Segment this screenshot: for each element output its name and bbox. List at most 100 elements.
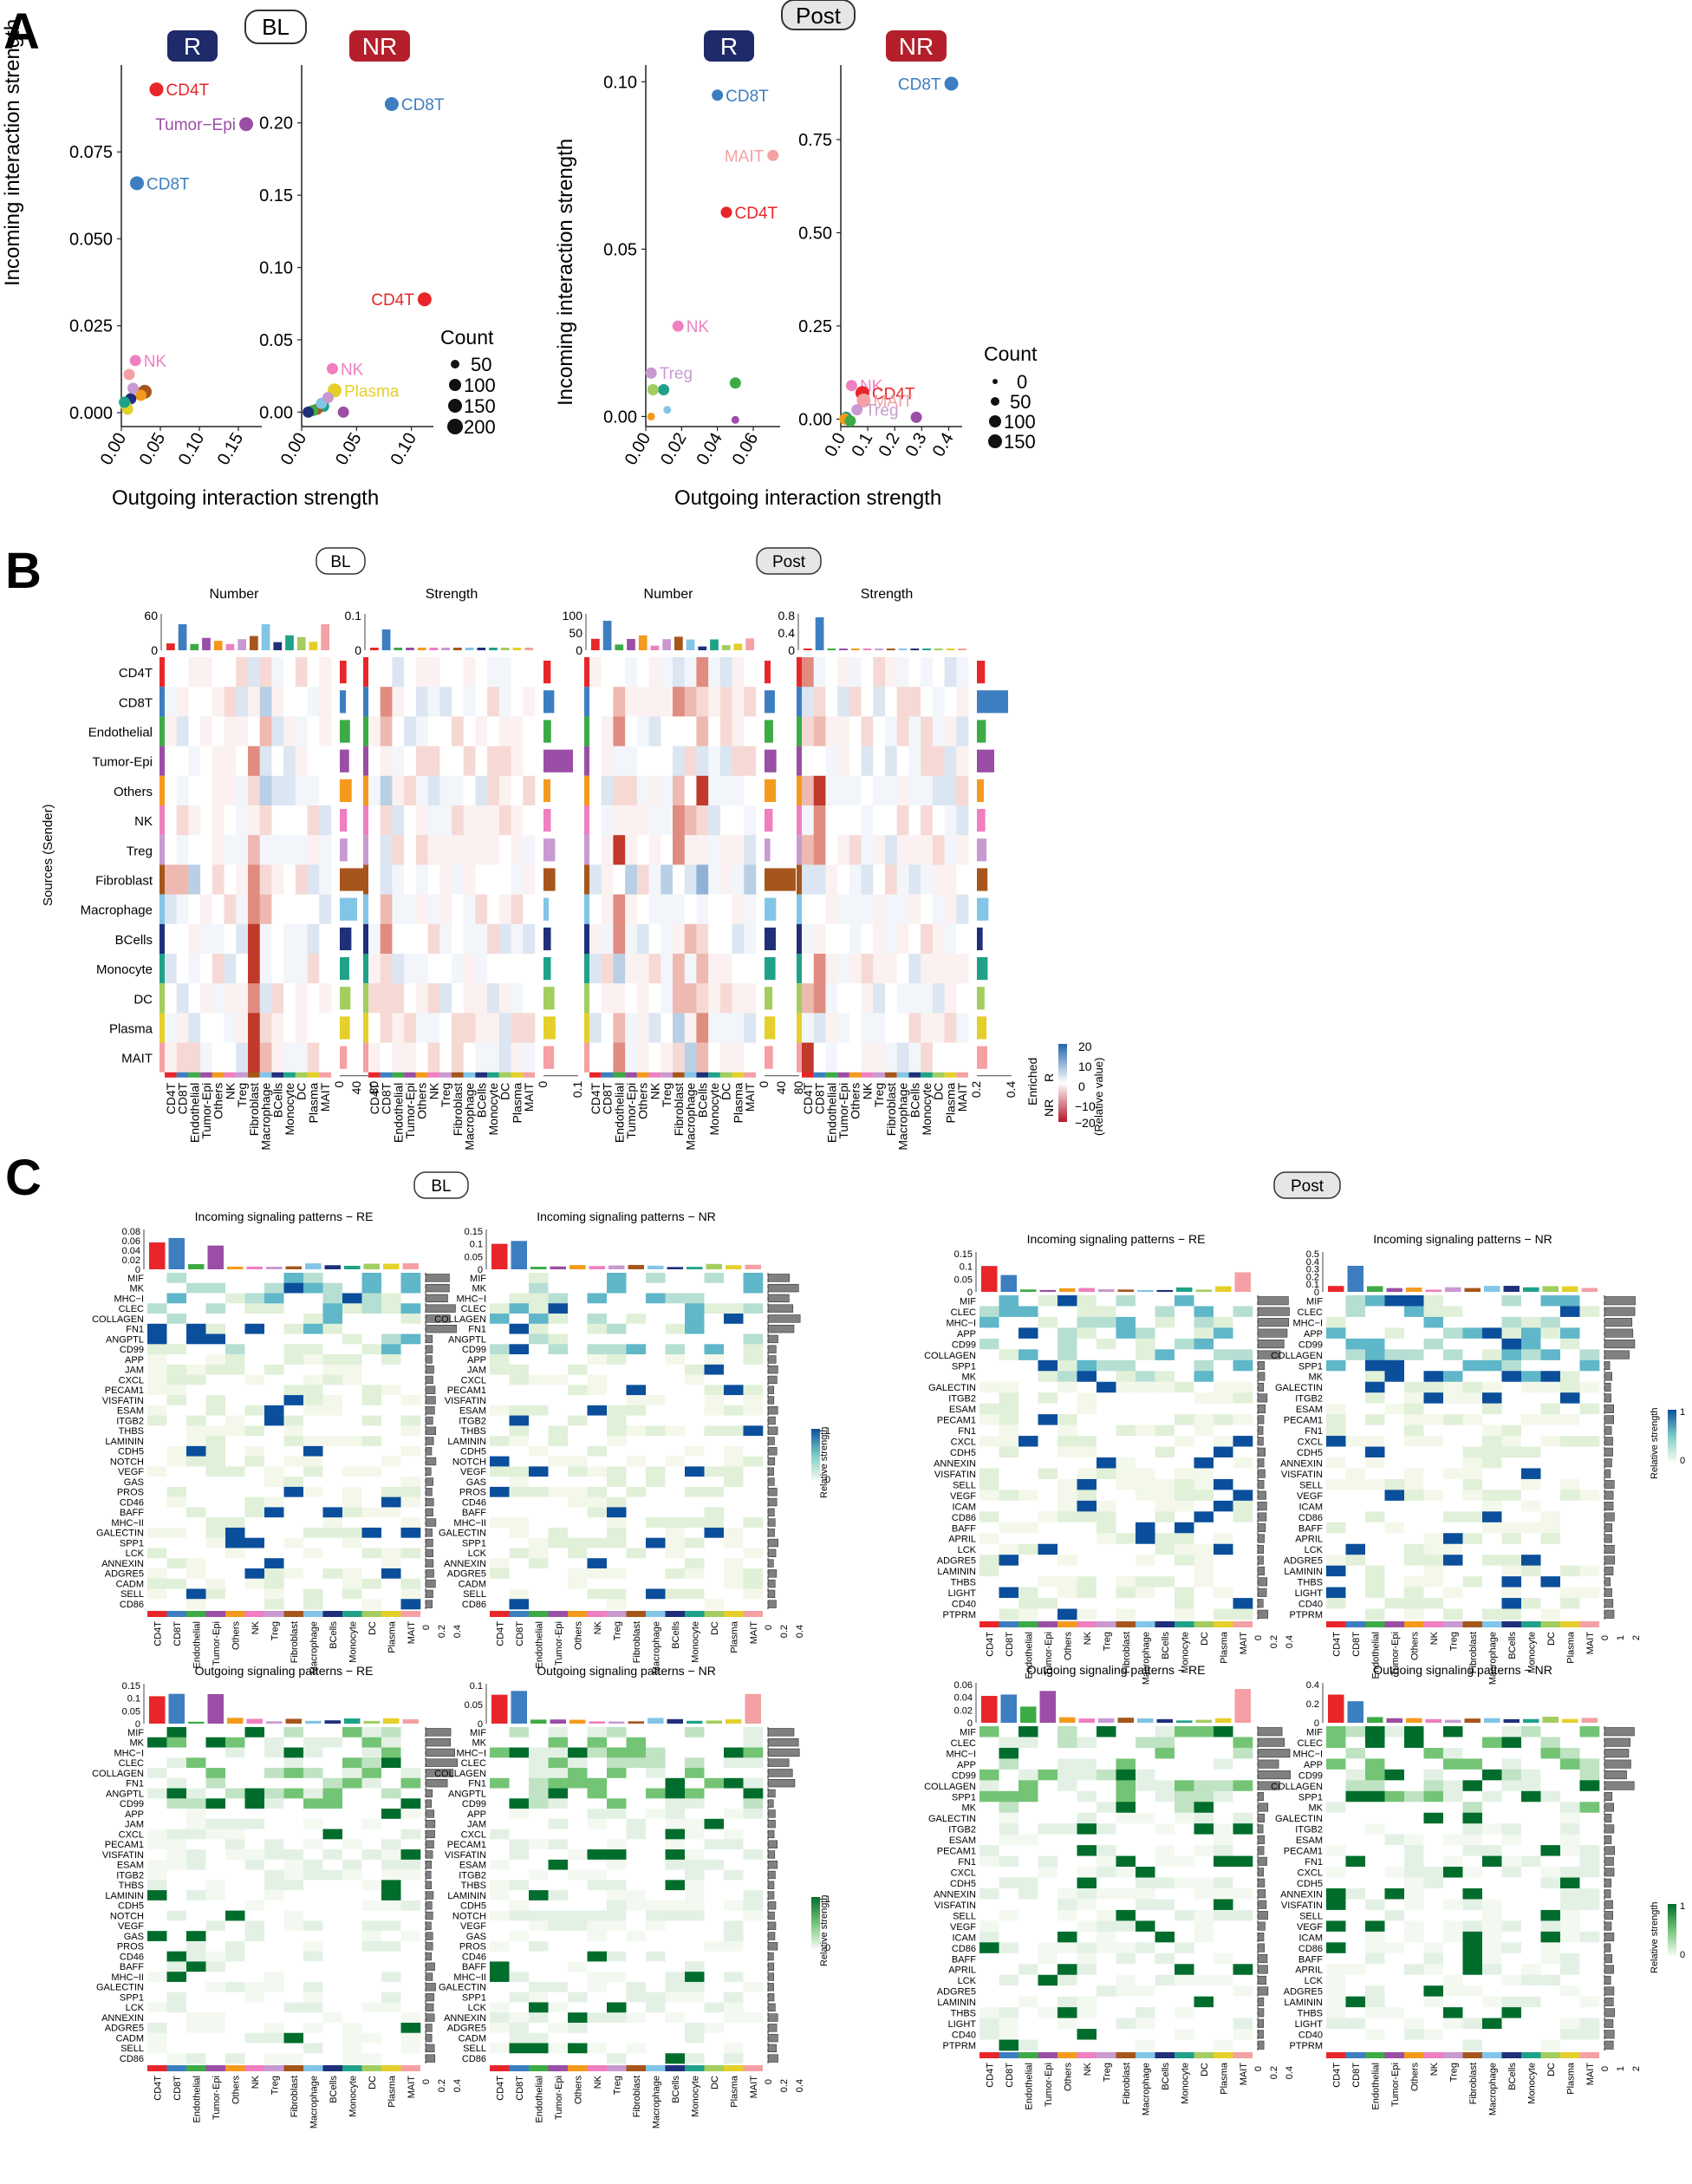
heatmap-cell xyxy=(1194,2018,1214,2030)
heatmap-cell xyxy=(979,2039,999,2051)
heatmap-cell xyxy=(1136,1942,1155,1954)
heatmap-cell xyxy=(415,716,428,746)
heatmap-cell xyxy=(322,1992,343,2003)
heatmap-cell xyxy=(1404,1511,1424,1523)
heatmap-cell xyxy=(568,1425,588,1437)
heatmap-cell xyxy=(188,716,201,746)
heatmap-cell xyxy=(509,1314,530,1325)
heatmap-cell xyxy=(400,1323,421,1334)
heatmap-cell xyxy=(490,2002,510,2013)
heatmap-cell xyxy=(283,1405,304,1416)
heatmap-cell xyxy=(463,894,476,925)
heatmap-cell xyxy=(665,1737,686,1748)
side-bar xyxy=(767,1983,774,1992)
heatmap-cell xyxy=(587,1777,608,1789)
heatmap-cell xyxy=(509,1900,530,1911)
heatmap-cell xyxy=(186,1951,206,1962)
heatmap-cell xyxy=(380,716,393,746)
heatmap-cell xyxy=(427,775,440,806)
heatmap-cell xyxy=(885,894,898,925)
heatmap-cell xyxy=(264,1507,284,1518)
heatmap-cell xyxy=(225,1972,245,1983)
heatmap-cell xyxy=(322,1920,343,1932)
heatmap-cell xyxy=(626,1445,647,1457)
heatmap-cell xyxy=(607,1768,627,1779)
heatmap-cell xyxy=(400,1405,421,1416)
heatmap-cell xyxy=(1097,1478,1116,1490)
heatmap-cell xyxy=(1155,1565,1175,1577)
count-legend-bl: Count 50 100 150 200 xyxy=(440,326,496,438)
heatmap-cell xyxy=(264,1477,284,1488)
heatmap-cell xyxy=(1038,1964,1058,1976)
heatmap-cell xyxy=(1501,1587,1522,1599)
heatmap-cell xyxy=(1365,1403,1385,1415)
heatmap-cell xyxy=(529,1486,549,1497)
heatmap-cell xyxy=(613,864,626,895)
heatmap-cell xyxy=(1077,1931,1097,1943)
side-bar xyxy=(767,1385,774,1394)
heatmap-cell xyxy=(1233,1533,1253,1545)
heatmap-cell xyxy=(646,1788,666,1799)
top-bar xyxy=(569,1265,586,1269)
heatmap-cell xyxy=(147,1961,167,1972)
heatmap-cell xyxy=(166,1282,187,1294)
heatmap-cell xyxy=(380,657,393,688)
heatmap-cell xyxy=(452,864,465,895)
heatmap-cell xyxy=(205,1415,226,1426)
heatmap-cell xyxy=(979,1985,999,1997)
heatmap-cell xyxy=(186,1303,206,1314)
heatmap-cell xyxy=(1175,1802,1194,1814)
heatmap-cell xyxy=(400,2053,421,2064)
heatmap-cell xyxy=(487,1013,500,1043)
heatmap-cell xyxy=(743,1282,764,1294)
heatmap-cell xyxy=(1155,1737,1175,1749)
heatmap-cell xyxy=(1326,1295,1346,1307)
heatmap-cell xyxy=(587,1374,608,1385)
heatmap-cell xyxy=(1018,1446,1038,1458)
heatmap-cell xyxy=(685,1768,705,1779)
side-bar xyxy=(340,749,349,773)
b-col-label: CD8T xyxy=(176,1082,190,1114)
heatmap-cell xyxy=(1404,1533,1424,1545)
heatmap-cell xyxy=(205,1344,226,1355)
heatmap-cell xyxy=(452,687,465,717)
side-bar xyxy=(1604,1490,1614,1500)
side-bar xyxy=(425,1921,432,1930)
heatmap-cell xyxy=(186,1727,206,1738)
heatmap-cell xyxy=(743,1436,764,1447)
heatmap-cell xyxy=(568,1436,588,1447)
heatmap-cell xyxy=(147,1588,167,1600)
heatmap-cell xyxy=(1155,1769,1175,1781)
heatmap-cell xyxy=(1501,1392,1522,1404)
heatmap-cell xyxy=(509,1727,530,1738)
heatmap-cell xyxy=(1175,2018,1194,2030)
pathway-label: ICAM xyxy=(1299,1502,1324,1512)
c-col-label: Fibroblast xyxy=(632,1621,642,1663)
heatmap-cell xyxy=(587,2053,608,2064)
heatmap-cell xyxy=(626,1425,647,1437)
heatmap-cell xyxy=(1038,1985,1058,1997)
heatmap-cell xyxy=(361,1374,382,1385)
heatmap-cell xyxy=(1136,1855,1155,1868)
c-col-label: Monocyte xyxy=(1180,1632,1190,1673)
heatmap-cell xyxy=(1404,1587,1424,1599)
heatmap-cell xyxy=(626,1293,647,1304)
side-bar xyxy=(767,1355,777,1364)
b-col-label: CD8T xyxy=(813,1082,827,1114)
heatmap-cell xyxy=(1579,1587,1600,1599)
top-bar xyxy=(285,635,294,650)
heatmap-cell xyxy=(999,1306,1019,1318)
heatmap-cell xyxy=(1462,1587,1483,1599)
c-col-label: NK xyxy=(1083,1631,1093,1645)
heatmap-cell xyxy=(696,954,709,984)
heatmap-cell xyxy=(548,1737,569,1748)
heatmap-cell xyxy=(1038,1576,1058,1587)
heatmap-cell xyxy=(188,923,201,955)
heatmap-cell xyxy=(264,1578,284,1589)
heatmap-cell xyxy=(587,1486,608,1497)
c-col-label: Plasma xyxy=(729,2075,739,2108)
heatmap-cell xyxy=(1214,1371,1233,1383)
pathway-label: LIGHT xyxy=(948,1588,977,1599)
heatmap-cell xyxy=(1077,1790,1097,1803)
heatmap-cell xyxy=(1404,1468,1424,1480)
